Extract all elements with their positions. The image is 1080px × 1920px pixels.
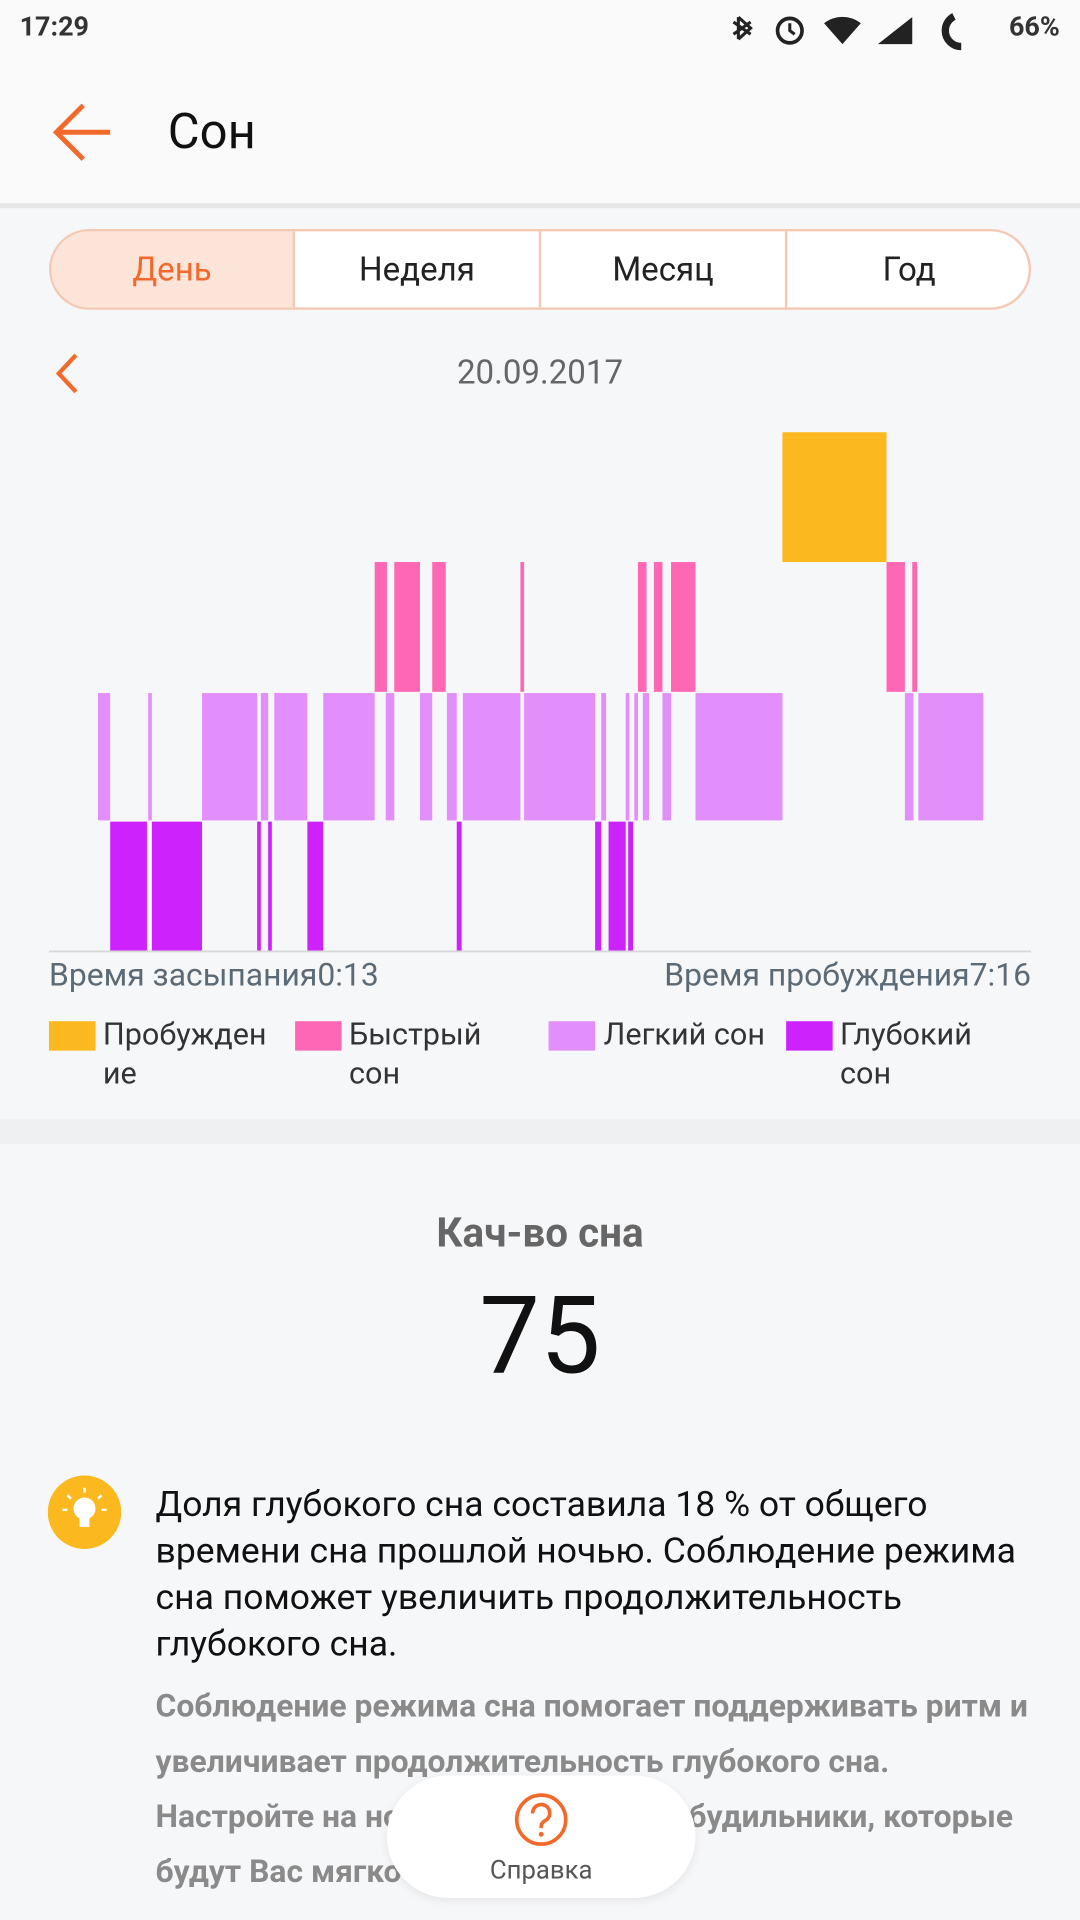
legend-label: Легкий сон xyxy=(603,1017,766,1054)
status-time: 17:29 xyxy=(19,12,90,43)
wake-time: Время пробуждения7:16 xyxy=(664,957,1032,995)
legend-swatch xyxy=(786,1021,833,1051)
quality-score: 75 xyxy=(479,1273,601,1400)
status-icons xyxy=(732,11,962,51)
app-bar xyxy=(0,58,1080,209)
quality-label: Кач-во сна xyxy=(436,1209,644,1258)
battery: 66% xyxy=(1008,12,1060,43)
tab-week[interactable]: Неделя xyxy=(295,231,542,308)
page-title: Сон xyxy=(167,102,256,161)
sleep-chart xyxy=(48,432,1032,953)
legend-swatch xyxy=(48,1021,96,1051)
tab-day[interactable]: День xyxy=(51,231,296,308)
legend-label: Быстрый сон xyxy=(348,1017,482,1093)
rem-segments xyxy=(374,562,918,692)
sleep-start: Время засыпания0:13 xyxy=(48,957,379,995)
prev-date[interactable] xyxy=(49,351,86,395)
help-button[interactable]: Справка xyxy=(386,1775,696,1898)
divider xyxy=(0,1119,1080,1144)
date: 20.09.2017 xyxy=(456,352,624,392)
tab-year[interactable]: Год xyxy=(882,249,936,289)
tab-month[interactable]: Месяц xyxy=(541,231,788,308)
back-button[interactable] xyxy=(49,100,118,164)
awake-segments xyxy=(782,432,887,563)
tip-icon xyxy=(47,1475,122,1549)
deep-segments xyxy=(110,821,634,952)
help-label: Справка xyxy=(489,1856,593,1886)
legend-swatch xyxy=(295,1021,342,1051)
light-segments xyxy=(97,693,984,821)
legend-swatch xyxy=(548,1021,596,1051)
tab-group: День Неделя Месяц Год xyxy=(48,228,1032,310)
tip-detail: Соблюдение режима сна помогает поддержив… xyxy=(155,1688,1028,1891)
legend-label: Пробуждение xyxy=(102,1017,267,1093)
tip-text: Доля глубокого сна составила 18 % от общ… xyxy=(155,1484,1016,1666)
legend-label: Глубокий сон xyxy=(840,1017,972,1093)
help-icon xyxy=(514,1793,568,1846)
